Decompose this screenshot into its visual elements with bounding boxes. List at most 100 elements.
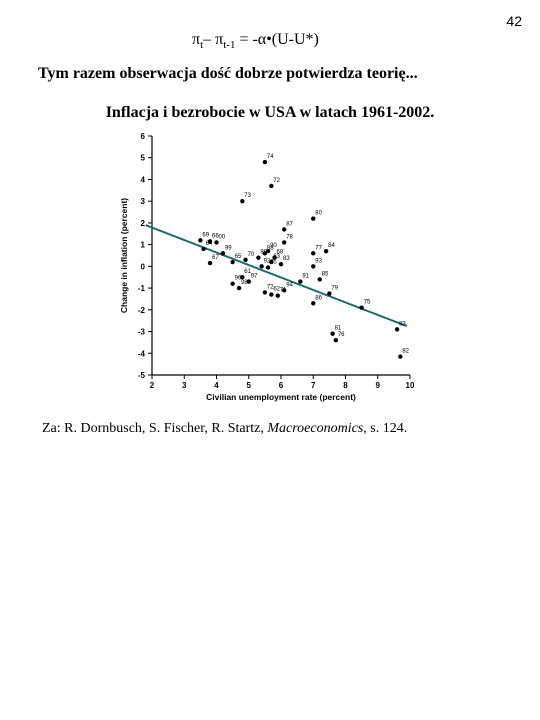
x-tick-label: 4 xyxy=(214,381,219,390)
point xyxy=(272,255,277,260)
point-label: 88 xyxy=(267,245,274,251)
y-tick-label: 3 xyxy=(141,197,146,206)
x-tick-label: 10 xyxy=(406,381,415,390)
point-label: 66 xyxy=(212,233,219,239)
point xyxy=(311,264,316,269)
point-label: 84 xyxy=(328,243,335,249)
point-label: 70 xyxy=(248,252,255,258)
point xyxy=(269,183,274,189)
point-label: 85 xyxy=(322,271,329,277)
point xyxy=(259,264,264,269)
point xyxy=(330,331,335,336)
point-label: 77 xyxy=(315,245,322,251)
y-axis-label: Change in inflation (percent) xyxy=(119,198,129,313)
point xyxy=(230,259,235,265)
point-label: 83 xyxy=(283,256,290,262)
point-label: 76 xyxy=(338,332,345,338)
point xyxy=(282,240,287,245)
point xyxy=(311,301,316,306)
point xyxy=(398,354,403,359)
x-tick-label: 7 xyxy=(311,381,316,390)
point xyxy=(327,291,332,296)
formula-part: π xyxy=(192,31,200,48)
point xyxy=(243,257,248,263)
point xyxy=(262,251,268,256)
x-tick-label: 2 xyxy=(150,381,155,390)
formula-sub: t-1 xyxy=(223,39,235,51)
source-text: Za: R. Dornbusch, S. Fischer, R. Startz, xyxy=(42,421,267,436)
point-label: 92 xyxy=(264,258,271,264)
point-label: 79 xyxy=(331,286,338,292)
point xyxy=(269,259,274,265)
point-label: 91 xyxy=(302,274,309,280)
point-label: 69 xyxy=(202,232,209,238)
point-label: 86 xyxy=(315,295,322,301)
point xyxy=(278,261,284,267)
x-axis-label: Civilian unemployment rate (percent) xyxy=(206,392,356,402)
y-tick-label: -5 xyxy=(138,371,146,380)
y-tick-label: 4 xyxy=(141,175,146,184)
y-tick-label: 2 xyxy=(141,219,146,228)
point-label: 87 xyxy=(286,221,293,227)
point-label: 80 xyxy=(315,211,322,217)
point xyxy=(298,279,303,284)
point xyxy=(282,227,287,232)
point-label: 64 xyxy=(206,241,213,247)
chart-title: Inflacja i bezrobocie w USA w latach 196… xyxy=(106,104,435,121)
point-label: 78 xyxy=(286,234,293,240)
formula: πt– πt-1 = -α•(U-U*) xyxy=(192,31,319,51)
formula-part: = -α•(U-U*) xyxy=(235,31,318,48)
point-label: 72 xyxy=(273,178,280,184)
y-tick-label: 6 xyxy=(141,132,146,141)
point-label: 89 xyxy=(260,250,267,256)
subtitle: Tym razem obserwacja dość dobrze potwier… xyxy=(38,65,418,82)
point-label: 82 xyxy=(402,349,409,355)
point xyxy=(282,288,287,293)
point xyxy=(256,255,261,260)
point-label: 99 xyxy=(225,245,232,251)
point xyxy=(269,292,274,297)
point xyxy=(394,327,400,332)
point xyxy=(207,260,213,266)
point-label: 93 xyxy=(315,258,322,264)
source-title: Macroeconomics xyxy=(266,421,363,436)
point xyxy=(246,279,251,284)
point-label: 73 xyxy=(244,193,251,199)
x-tick-label: 9 xyxy=(376,381,381,390)
point xyxy=(240,198,245,204)
point-label: 00 xyxy=(219,234,226,240)
point-label: 97 xyxy=(251,274,258,280)
point xyxy=(262,159,268,165)
point xyxy=(265,248,271,254)
fit-line xyxy=(145,224,408,328)
point-label: 61 xyxy=(244,269,251,275)
y-tick-label: -4 xyxy=(138,349,146,358)
y-tick-label: -3 xyxy=(138,328,146,337)
point-label: 98 xyxy=(241,280,248,286)
point-label: 72 xyxy=(267,284,274,290)
point xyxy=(201,246,206,252)
point xyxy=(262,290,268,295)
x-tick-label: 3 xyxy=(182,381,187,390)
point-label: 81 xyxy=(335,326,342,332)
y-tick-label: -1 xyxy=(138,284,146,293)
point-label: 63 xyxy=(273,254,280,260)
point-label: 90 xyxy=(270,243,277,249)
point-label: 95 xyxy=(270,259,277,265)
point-label: 83 xyxy=(399,321,406,327)
source: Za: R. Dornbusch, S. Fischer, R. Startz,… xyxy=(42,421,407,436)
point xyxy=(265,265,271,270)
point xyxy=(323,248,329,254)
point xyxy=(317,277,322,282)
point xyxy=(240,275,245,280)
point-label: 74 xyxy=(267,154,274,160)
point xyxy=(220,251,226,256)
point-label: 67 xyxy=(212,255,219,261)
source-text: , s. 124. xyxy=(363,421,407,436)
point xyxy=(275,293,280,298)
point-label: 75 xyxy=(364,300,371,306)
point-label: 65 xyxy=(235,254,242,260)
formula-sub: t xyxy=(200,39,203,51)
